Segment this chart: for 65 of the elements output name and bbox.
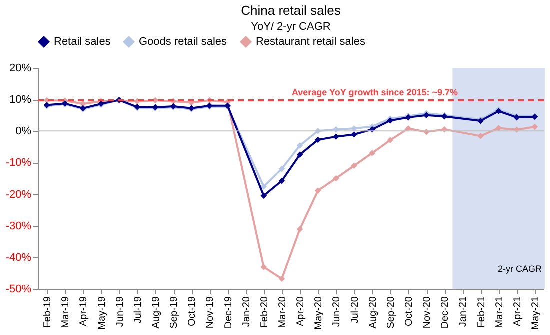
x-tick-label: Mar-20 <box>277 296 288 328</box>
point <box>260 264 268 270</box>
point <box>278 178 286 184</box>
x-tick-label: Oct-20 <box>404 296 415 327</box>
y-tick-label: -50% <box>6 284 32 296</box>
y-tick-label: 0% <box>16 126 32 138</box>
ref-line-label: Average YoY growth since 2015: ~9.7% <box>292 88 458 98</box>
x-tick-label: Nov-20 <box>422 296 434 329</box>
x-tick-label: Jul-20 <box>350 296 361 324</box>
y-tick-label: 10% <box>9 94 32 106</box>
point <box>296 152 304 158</box>
y-tick-label: -40% <box>6 252 32 264</box>
y-tick-label: -30% <box>6 220 32 232</box>
x-tick-label: Dec-19 <box>223 296 234 329</box>
legend-label: Restaurant retail sales <box>256 36 366 48</box>
point <box>387 137 394 144</box>
point <box>314 136 322 144</box>
point <box>333 134 340 140</box>
x-tick-label: Apr-20 <box>296 296 307 327</box>
x-tick-label: Sep-20 <box>386 296 397 329</box>
x-tick-label: Aug-20 <box>368 296 379 329</box>
y-tick-label: -10% <box>6 157 32 170</box>
x-tick-label: Jan-21 <box>458 296 470 328</box>
x-tick-label: Feb-21 <box>476 296 488 328</box>
point <box>260 184 268 190</box>
point <box>278 166 286 172</box>
x-tick-label: Sep-19 <box>169 296 180 329</box>
chart-title: China retail sales <box>241 3 342 18</box>
y-tick-label: -20% <box>6 188 32 201</box>
x-tick-label: Feb-19 <box>42 296 54 328</box>
x-tick-label: Aug-19 <box>150 296 162 329</box>
point <box>314 188 322 194</box>
point <box>478 133 484 140</box>
x-tick-label: Jan-20 <box>241 296 252 328</box>
x-tick-label: May-19 <box>96 296 108 330</box>
y-axis-title: YoY/ 2-yr CAGR <box>251 21 331 33</box>
point <box>296 142 304 149</box>
point <box>351 162 358 170</box>
point <box>351 125 358 132</box>
legend-label: Retail sales <box>54 36 112 48</box>
point <box>496 125 502 132</box>
x-tick-label: Feb-20 <box>259 296 270 328</box>
point <box>351 131 358 138</box>
x-tick-label: Jun-20 <box>332 296 343 328</box>
x-tick-label: Mar-21 <box>494 296 506 328</box>
point <box>405 125 412 132</box>
point <box>333 175 340 182</box>
point <box>369 150 376 156</box>
legend-label: Goods retail sales <box>139 36 228 48</box>
x-tick-label: May-20 <box>314 296 325 330</box>
x-tick-label: Apr-21 <box>512 296 524 327</box>
x-tick-label: May-21 <box>530 296 542 330</box>
band-label: 2-yr CAGR <box>498 264 542 274</box>
x-tick-label: Jun-19 <box>114 296 126 328</box>
x-tick-label: Mar-19 <box>60 296 72 328</box>
point <box>278 276 286 282</box>
x-tick-label: Jul-19 <box>132 296 144 324</box>
y-tick-label: 20% <box>9 62 32 74</box>
point <box>296 226 304 232</box>
x-tick-label: Oct-19 <box>187 296 198 327</box>
x-tick-label: Dec-20 <box>440 296 452 329</box>
point <box>260 192 268 200</box>
x-tick-label: Apr-19 <box>78 296 90 327</box>
point <box>532 124 538 130</box>
x-tick-label: Nov-19 <box>205 296 216 329</box>
